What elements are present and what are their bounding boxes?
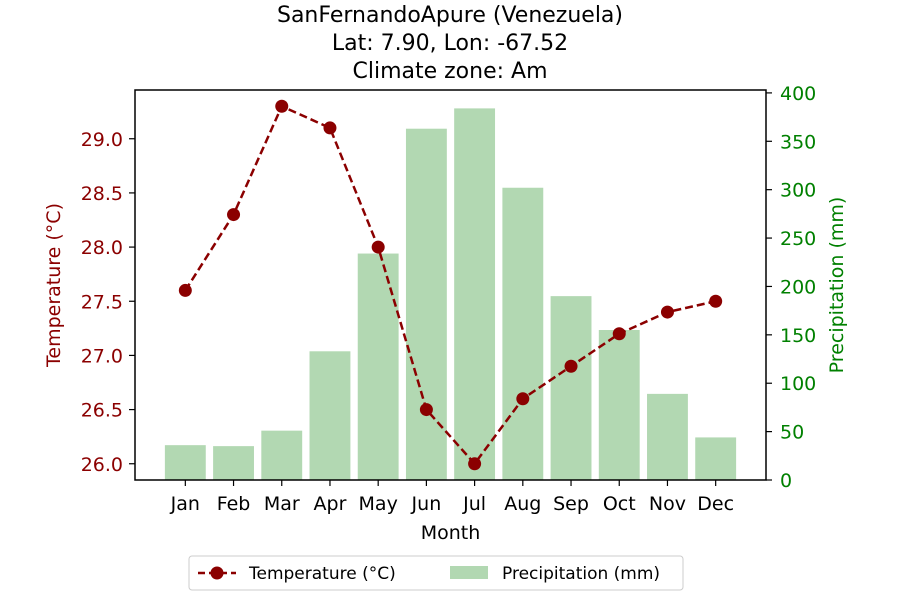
temperature-point-oct xyxy=(612,327,626,341)
x-tick-label: Dec xyxy=(697,493,734,515)
temperature-point-may xyxy=(371,240,385,254)
temperature-point-dec xyxy=(709,294,723,308)
temperature-tick-label: 28.5 xyxy=(81,183,123,205)
precipitation-bar-mar xyxy=(261,430,303,480)
temperature-point-sep xyxy=(564,359,578,373)
x-tick-label: Nov xyxy=(649,493,686,515)
chart-title: SanFernandoApure (Venezuela) Lat: 7.90, … xyxy=(277,3,623,84)
temperature-point-aug xyxy=(516,392,530,406)
temperature-point-mar xyxy=(275,99,289,113)
x-tick-label: Feb xyxy=(217,493,251,515)
chart-title-line-1: SanFernandoApure (Venezuela) xyxy=(277,3,623,28)
precipitation-tick-label: 0 xyxy=(780,470,792,492)
temperature-axis: 26.0 26.5 27.0 27.5 28.0 28.5 29.0 xyxy=(81,129,135,476)
temperature-point-nov xyxy=(660,305,674,319)
temperature-tick-label: 28.0 xyxy=(81,237,123,259)
legend-precipitation-label: Precipitation (mm) xyxy=(502,564,660,584)
x-tick-label: Jan xyxy=(170,493,200,515)
precipitation-bars xyxy=(164,108,737,481)
precipitation-bar-jan xyxy=(164,445,206,480)
precipitation-tick-label: 50 xyxy=(780,422,804,444)
x-axis-label: Month xyxy=(421,522,481,544)
x-tick-label: Jul xyxy=(462,493,486,515)
precipitation-bar-feb xyxy=(213,446,254,480)
precipitation-axis: 0 50 100 150 200 250 300 350 400 xyxy=(766,83,816,492)
x-tick-label: Mar xyxy=(264,493,300,515)
legend: Temperature (°C) Precipitation (mm) xyxy=(188,555,684,591)
precipitation-tick-label: 400 xyxy=(780,83,816,105)
legend-temperature-label: Temperature (°C) xyxy=(248,564,396,584)
precipitation-tick-label: 150 xyxy=(780,325,816,347)
precipitation-bar-aug xyxy=(502,187,544,480)
x-tick-label: Sep xyxy=(553,493,589,515)
chart-title-line-2: Lat: 7.90, Lon: -67.52 xyxy=(332,31,568,56)
x-tick-label: May xyxy=(359,493,398,515)
precipitation-bar-dec xyxy=(695,437,737,480)
temperature-point-apr xyxy=(323,121,337,135)
temperature-point-jan xyxy=(178,283,192,297)
precipitation-bar-nov xyxy=(647,393,688,480)
legend-precipitation-swatch xyxy=(450,566,488,579)
x-tick-label: Aug xyxy=(504,493,541,515)
temperature-point-feb xyxy=(227,208,241,222)
precipitation-bar-may xyxy=(357,253,399,480)
legend-temperature-marker xyxy=(210,566,224,580)
temperature-axis-label: Temperature (°C) xyxy=(43,203,65,368)
temperature-tick-label: 27.5 xyxy=(81,291,123,313)
precipitation-tick-label: 350 xyxy=(780,131,816,153)
temperature-point-jul xyxy=(468,457,482,471)
temperature-point-jun xyxy=(419,403,433,417)
precipitation-tick-label: 250 xyxy=(780,228,816,250)
precipitation-bar-sep xyxy=(550,296,592,480)
temperature-tick-label: 26.0 xyxy=(81,454,123,476)
temperature-tick-label: 29.0 xyxy=(81,129,123,151)
x-tick-label: Apr xyxy=(314,493,347,515)
precipitation-bar-jul xyxy=(454,108,496,481)
legend-box xyxy=(188,555,684,591)
x-tick-label: Oct xyxy=(603,493,636,515)
x-axis: Jan Feb Mar Apr May Jun Jul Aug Sep Oct Nov Dec xyxy=(170,480,734,515)
x-tick-label: Jun xyxy=(411,493,442,515)
precipitation-bar-jun xyxy=(405,128,447,481)
precipitation-tick-label: 100 xyxy=(780,373,816,395)
temperature-tick-label: 26.5 xyxy=(81,400,123,422)
precipitation-tick-label: 300 xyxy=(780,180,816,202)
precipitation-bar-apr xyxy=(309,351,351,480)
temperature-tick-label: 27.0 xyxy=(81,345,123,367)
plot-frame xyxy=(134,89,767,481)
chart-title-line-3: Climate zone: Am xyxy=(352,59,547,84)
precipitation-axis-label: Precipitation (mm) xyxy=(826,197,848,374)
temperature-series xyxy=(178,99,723,471)
precipitation-bar-oct xyxy=(598,330,640,480)
temperature-line xyxy=(184,104,716,466)
precipitation-tick-label: 200 xyxy=(780,276,816,298)
